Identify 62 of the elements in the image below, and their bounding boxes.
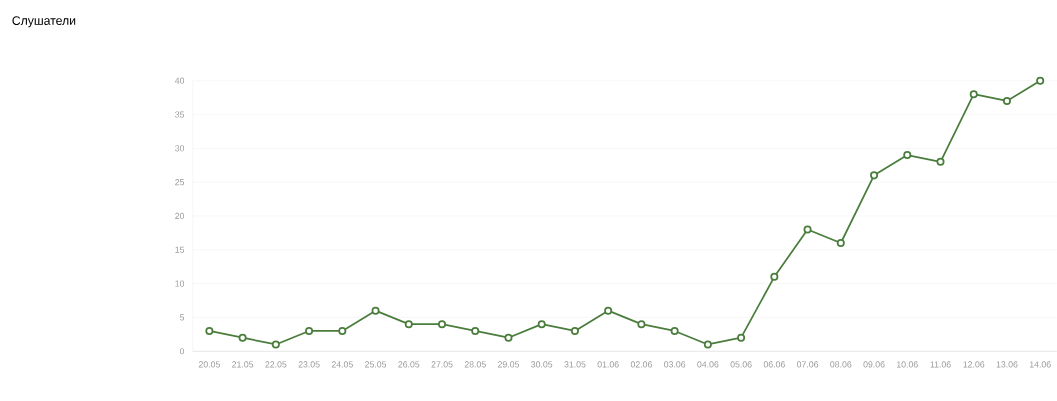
x-tick-label: 13.06 xyxy=(996,361,1018,368)
point xyxy=(537,320,546,329)
x-tick-label: 31.05 xyxy=(564,361,586,368)
x-tick-label: 14.06 xyxy=(1029,361,1051,368)
y-tick-label: 40 xyxy=(174,77,185,84)
x-tick-label: 20.05 xyxy=(198,361,220,368)
x-tick-label: 30.05 xyxy=(531,361,553,368)
x-tick-label: 06.06 xyxy=(763,361,785,368)
x-tick-label: 25.05 xyxy=(365,361,387,368)
point xyxy=(803,225,812,234)
point xyxy=(338,327,347,336)
x-tick-label: 10.06 xyxy=(897,361,918,368)
point xyxy=(238,333,247,342)
text: Слушатели xyxy=(12,16,76,28)
point xyxy=(305,327,314,336)
y-tick-label: 10 xyxy=(175,280,185,287)
x-tick-label: 26.05 xyxy=(398,361,420,368)
point xyxy=(570,327,579,336)
point xyxy=(604,306,613,315)
x-tick-label: 11.06 xyxy=(930,361,951,368)
point xyxy=(936,158,945,167)
point xyxy=(870,171,879,180)
y-tick-label: 35 xyxy=(175,111,185,118)
point xyxy=(205,327,214,336)
point xyxy=(504,333,513,342)
x-tick-label: 21.05 xyxy=(232,361,254,368)
x-tick-label: 23.05 xyxy=(298,361,320,368)
x-tick-label: 04.06 xyxy=(697,361,719,368)
x-tick-label: 09.06 xyxy=(863,361,885,368)
point xyxy=(1002,97,1011,106)
x-tick-label: 28.05 xyxy=(464,361,486,368)
point xyxy=(969,90,978,99)
y-tick-label: 0 xyxy=(179,348,185,355)
point xyxy=(1036,76,1045,85)
point xyxy=(670,327,679,336)
x-tick-label: 27.05 xyxy=(431,361,453,368)
point xyxy=(737,333,746,342)
x-tick-label: 24.05 xyxy=(331,361,353,368)
y-tick-label: 30 xyxy=(175,145,185,152)
x-tick-label: 22.05 xyxy=(265,361,287,368)
point xyxy=(404,320,413,329)
point xyxy=(637,320,646,329)
point xyxy=(271,340,280,349)
x-tick-label: 05.06 xyxy=(730,361,752,368)
y-tick-label: 25 xyxy=(175,179,185,186)
point xyxy=(770,272,779,282)
point xyxy=(703,340,712,349)
x-tick-label: 02.06 xyxy=(630,361,652,368)
point xyxy=(437,320,447,329)
x-tick-label: 03.06 xyxy=(664,361,686,368)
x-tick-label: 01.06 xyxy=(597,361,619,368)
point xyxy=(903,151,912,160)
x-tick-label: 08.06 xyxy=(830,361,852,368)
y-tick-label: 15 xyxy=(175,246,185,253)
y-tick-label: 5 xyxy=(179,314,185,321)
x-tick-label: 07.06 xyxy=(797,361,819,368)
point xyxy=(371,306,380,315)
point xyxy=(836,239,845,248)
x-tick-label: 12.06 xyxy=(963,361,985,368)
point xyxy=(471,327,480,336)
x-tick-label: 29.05 xyxy=(498,361,520,368)
y-tick-label: 20 xyxy=(175,213,185,220)
